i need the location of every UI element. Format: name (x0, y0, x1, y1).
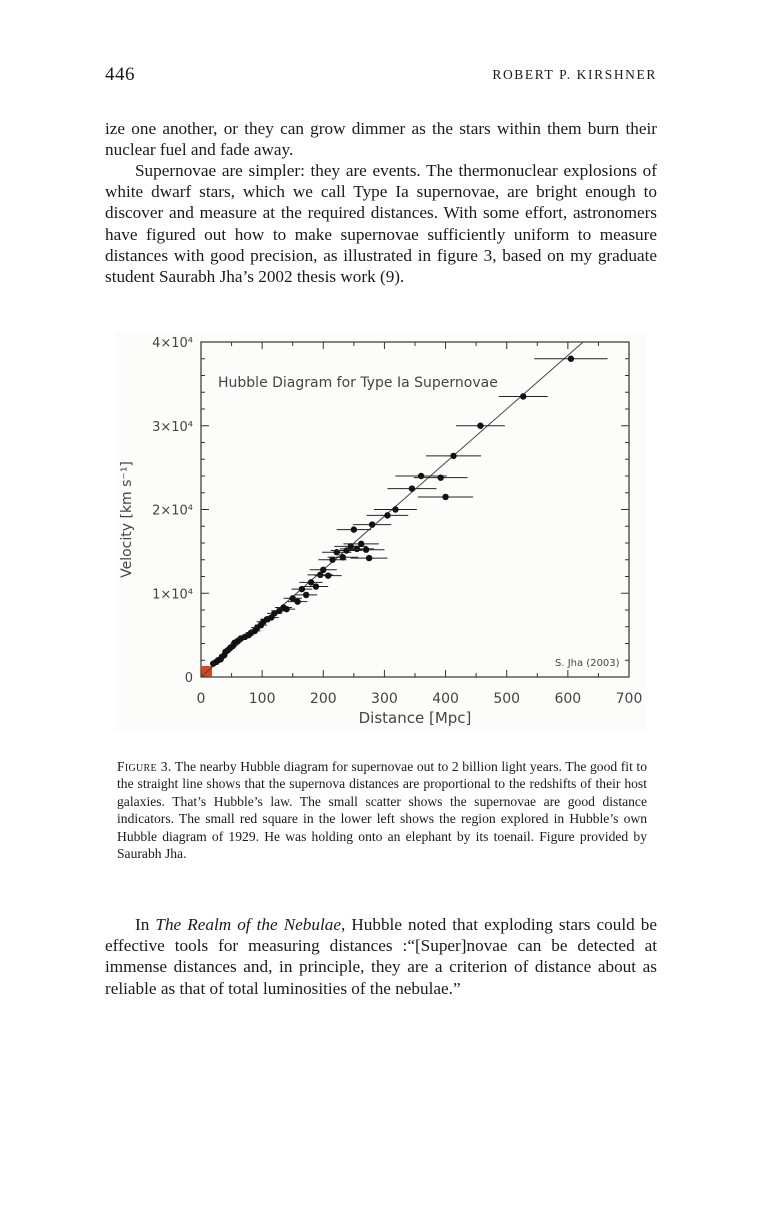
paragraph-2: Supernovae are simpler: they are events.… (105, 160, 657, 287)
x-tick-label: 700 (616, 691, 643, 707)
supernova-point (365, 554, 373, 562)
supernova-point (307, 579, 315, 586)
caption-text: The nearby Hubble diagram for supernovae… (117, 759, 648, 862)
supernova-point (333, 549, 340, 556)
page-header: 446 ROBERT P. KIRSHNER (105, 64, 657, 88)
supernova-point (350, 526, 358, 533)
supernova-point (329, 556, 336, 563)
supernova-point (369, 521, 376, 528)
supernova-point (392, 506, 399, 513)
supernova-point (384, 512, 391, 519)
figure-caption: Figure 3. The nearby Hubble diagram for … (117, 758, 647, 862)
running-head: ROBERT P. KIRSHNER (492, 67, 657, 82)
caption-label: Figure 3. (117, 759, 172, 774)
paragraph-1: ize one another, or they can grow dimmer… (105, 118, 657, 160)
supernova-point (294, 598, 301, 605)
supernova-point (417, 472, 425, 480)
paragraph-3-text: In The Realm of the Nebulae, Hubble note… (105, 914, 657, 999)
x-tick-label: 0 (197, 691, 206, 707)
paragraph-2-text: Supernovae are simpler: they are events.… (105, 161, 657, 287)
supernova-point (362, 546, 370, 553)
supernova-point (312, 583, 320, 590)
book-title: The Realm of the Nebulae (155, 915, 341, 934)
paragraph-3-rest: , Hubble noted that exploding stars coul… (105, 915, 657, 998)
supernova-point (520, 393, 527, 400)
y-tick-label: 1×10⁴ (152, 587, 193, 602)
supernova-point (271, 610, 278, 617)
supernova-point (353, 545, 361, 553)
supernova-point (324, 572, 332, 579)
x-axis-label: Distance [Mpc] (359, 709, 472, 727)
paragraph-1-text: ize one another, or they can grow dimmer… (105, 119, 657, 160)
supernova-point (298, 585, 306, 593)
y-tick-label: 3×10⁴ (152, 420, 193, 435)
hubble-diagram-chart: 0 100 200 300 400 500 600 700 0 1×10⁴ 2×10⁴ 3×10⁴ 4×… (119, 336, 643, 727)
supernova-point (437, 474, 444, 481)
figure-3: 0 100 200 300 400 500 600 700 0 1×10⁴ 2×10⁴ 3×10⁴ 4×… (115, 331, 647, 731)
supernova-point (347, 543, 354, 550)
chart-title: Hubble Diagram for Type Ia Supernovae (218, 375, 498, 391)
x-tick-label: 100 (249, 691, 276, 707)
paragraph-3-prefix: In (135, 915, 156, 934)
supernova-point (357, 540, 365, 548)
chart-credit: S. Jha (2003) (555, 658, 620, 669)
supernova-point (302, 591, 310, 599)
x-tick-label: 200 (310, 691, 337, 707)
x-tick-label: 500 (493, 691, 520, 707)
y-axis-label: Velocity [km s⁻¹] (119, 461, 135, 578)
x-tick-label: 600 (554, 691, 581, 707)
supernova-point (408, 485, 416, 492)
y-tick-label: 2×10⁴ (152, 504, 193, 519)
supernova-point (339, 554, 347, 561)
supernova-point (477, 422, 484, 429)
supernova-point (320, 566, 327, 573)
hubble-1929-region (201, 666, 212, 677)
page-number: 446 (105, 64, 135, 85)
supernova-point (283, 605, 290, 613)
supernova-point (317, 571, 324, 579)
x-tick-label: 400 (432, 691, 459, 707)
x-tick-label: 300 (371, 691, 398, 707)
supernova-point (442, 493, 449, 501)
supernova-point (567, 355, 575, 362)
supernova-point (289, 595, 296, 602)
y-tick-label: 4×10⁴ (152, 336, 193, 351)
supernova-point (450, 452, 457, 460)
y-tick-label: 0 (185, 671, 193, 686)
paragraph-3: In The Realm of the Nebulae, Hubble note… (105, 914, 657, 999)
